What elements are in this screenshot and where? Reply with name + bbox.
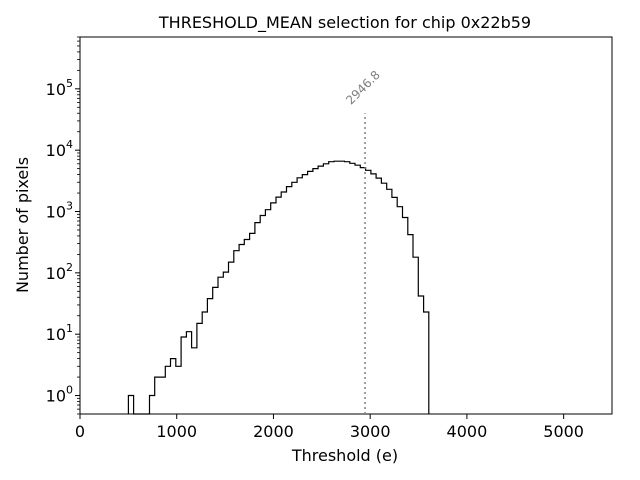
y-tick-label: 103 xyxy=(46,200,73,222)
y-tick-label: 104 xyxy=(46,138,73,160)
y-axis-label: Number of pixels xyxy=(13,157,32,293)
x-tick-label: 1000 xyxy=(156,422,197,441)
y-tick-label: 105 xyxy=(46,77,73,99)
y-tick-label: 101 xyxy=(46,322,73,344)
chart-title: THRESHOLD_MEAN selection for chip 0x22b5… xyxy=(158,13,531,33)
y-tick-label: 102 xyxy=(46,261,73,283)
y-minor-ticks xyxy=(77,36,80,415)
y-tick-label: 100 xyxy=(46,384,73,406)
x-tick-label: 5000 xyxy=(543,422,584,441)
histogram-series xyxy=(127,160,430,415)
y-axis: 100 101 102 103 104 105 xyxy=(46,77,80,406)
x-tick-label: 2000 xyxy=(253,422,294,441)
x-tick-label: 0 xyxy=(75,422,85,441)
x-axis: 0 1000 2000 3000 4000 5000 xyxy=(75,414,584,441)
x-axis-label: Threshold (e) xyxy=(291,446,398,465)
x-tick-label: 3000 xyxy=(350,422,391,441)
x-tick-label: 4000 xyxy=(447,422,488,441)
